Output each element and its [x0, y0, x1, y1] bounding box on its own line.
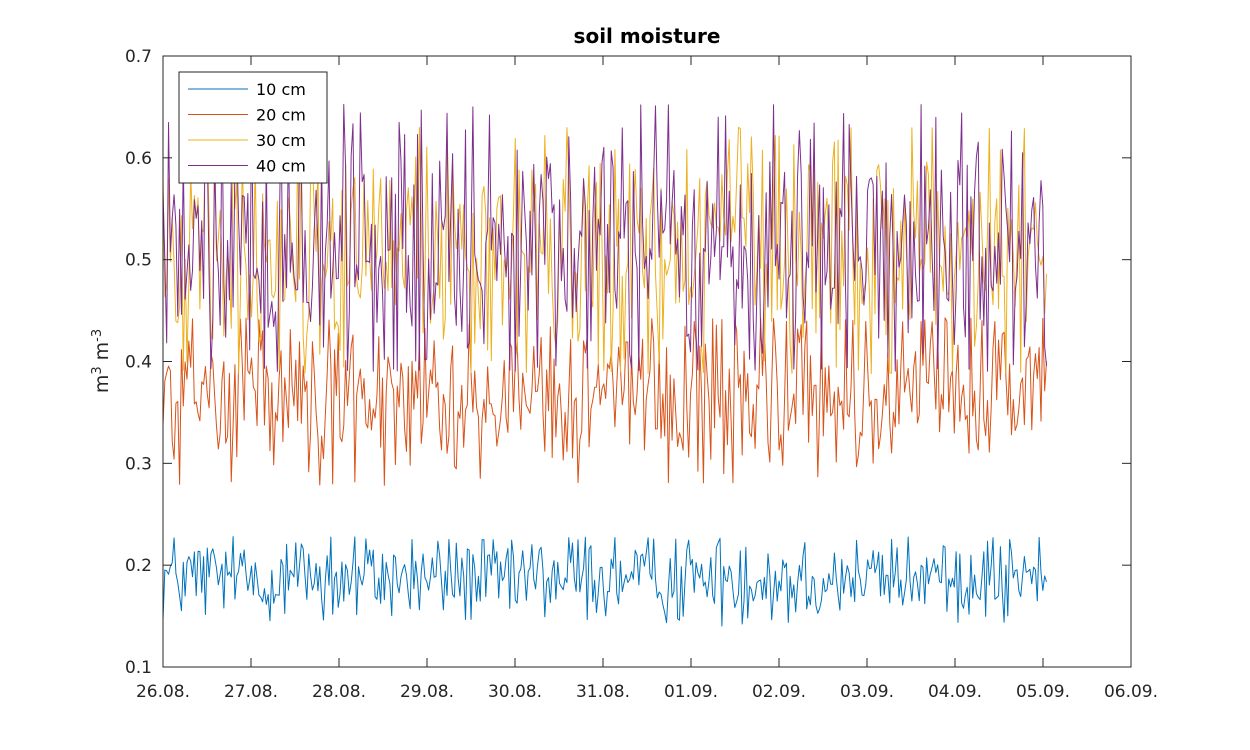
x-tick-label: 04.09. [928, 682, 982, 702]
x-tick-label: 05.09. [1016, 682, 1070, 702]
x-axis-ticks: 26.08. 27.08. 28.08. 29.08. 30.08. 31.08. 01.0… [136, 56, 1158, 702]
series-line-30-cm [162, 126, 1048, 375]
y-tick-label: 0.2 [125, 556, 152, 576]
x-tick-label: 27.08. [224, 682, 278, 702]
legend: 10 cm 20 cm 30 cm 40 cm [178, 71, 328, 184]
y-axis-label-base: m [91, 375, 113, 394]
x-tick-label: 29.08. [400, 682, 454, 702]
y-axis-label-mid: m [91, 342, 113, 367]
x-tick-label: 31.08. [576, 682, 630, 702]
y-tick-label: 0.4 [125, 353, 152, 373]
y-axis-ticks: 0.1 0.2 0.3 0.4 0.5 0.6 0.7 [125, 47, 1131, 678]
series-layer [162, 103, 1048, 627]
x-tick-label: 03.09. [840, 682, 894, 702]
x-tick-label: 01.09. [664, 682, 718, 702]
legend-label: 10 cm [256, 80, 306, 99]
x-tick-label: 30.08. [488, 682, 542, 702]
legend-box [178, 71, 328, 184]
legend-label: 20 cm [256, 106, 306, 125]
x-tick-label: 06.09. [1104, 682, 1158, 702]
x-tick-label: 02.09. [752, 682, 806, 702]
y-axis-label-sup2: -3 [90, 329, 105, 342]
y-axis-label-sup1: 3 [90, 366, 105, 374]
legend-label: 30 cm [256, 131, 306, 150]
series-line-20-cm [162, 317, 1048, 486]
y-tick-label: 0.6 [125, 149, 152, 169]
series-line-40-cm [162, 103, 1048, 372]
x-tick-label: 26.08. [136, 682, 190, 702]
y-tick-label: 0.1 [125, 658, 152, 678]
y-tick-label: 0.3 [125, 454, 152, 474]
x-tick-label: 28.08. [312, 682, 366, 702]
y-tick-label: 0.7 [125, 47, 152, 67]
chart-title: soil moisture [574, 24, 721, 48]
series-line-10-cm [162, 536, 1047, 627]
y-axis-label: m3 m-3 [90, 329, 113, 393]
legend-label: 40 cm [256, 157, 306, 176]
y-tick-label: 0.5 [125, 251, 152, 271]
